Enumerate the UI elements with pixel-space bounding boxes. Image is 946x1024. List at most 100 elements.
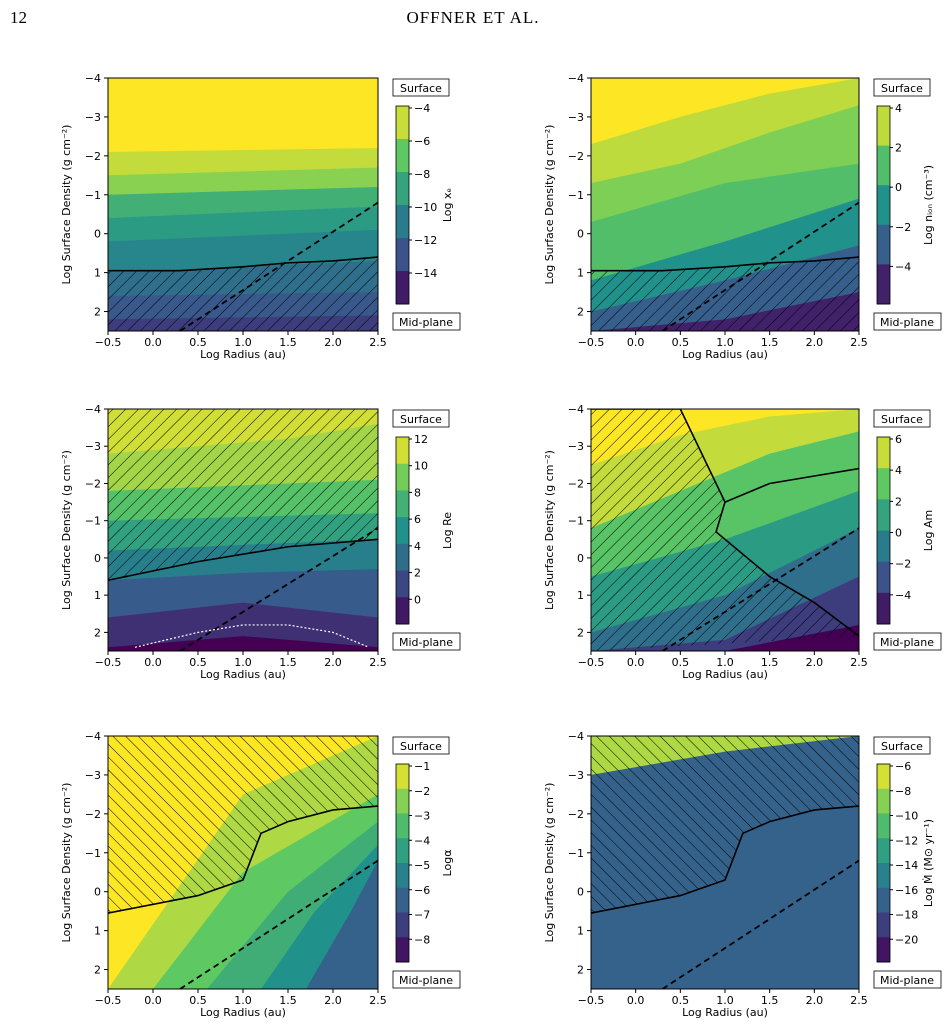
x-tick-label: 2.5 [369,994,387,1007]
colorbar-label: Log Re [441,512,454,549]
colorbar-tick-label: −7 [414,909,430,922]
x-tick-label: 2.0 [806,656,824,669]
colorbar-tick-label: 2 [895,495,902,508]
y-tick-label: 0 [577,886,584,899]
surface-label: Surface [392,736,450,755]
x-tick-label: −0.5 [95,994,122,1007]
colorbar-segment [877,437,890,469]
x-tick-label: 1.5 [279,656,297,669]
colorbar-tick-label: −4 [414,102,430,115]
running-head: OFFNER ET AL. [406,8,540,27]
colorbar-segment [877,912,890,938]
y-axis-label: Log Surface Density (g cm⁻²) [60,450,73,610]
colorbar-segment [396,490,409,518]
svg-text:Mid-plane: Mid-plane [880,636,934,649]
x-tick-label: 0.0 [627,656,645,669]
hatch-boundary [108,256,378,272]
colorbar-segment [396,106,409,140]
colorbar-tick-label: −10 [895,810,918,823]
y-tick-label: −2 [568,477,584,490]
y-tick-label: −3 [568,440,584,453]
colorbar-tick-label: 4 [414,540,421,553]
x-tick-label: 0.0 [144,336,162,349]
svg-text:Surface: Surface [881,413,923,426]
colorbar-label: Logα [441,850,454,877]
colorbar-segment [877,530,890,563]
x-tick-label: −0.5 [578,994,605,1007]
colorbar-segment [396,764,409,790]
surface-label: Surface [392,78,450,97]
x-tick-label: 1.0 [234,656,252,669]
y-axis-label: Log Surface Density (g cm⁻²) [543,783,556,943]
x-tick-label: 2.5 [850,336,868,349]
y-tick-label: 0 [94,886,101,899]
svg-text:Surface: Surface [400,740,442,753]
colorbar-segment [396,205,409,239]
x-tick-label: 1.0 [716,994,734,1007]
midplane-label: Mid-plane [392,312,461,331]
colorbar-segment [877,468,890,500]
dashed-line [661,859,859,989]
y-tick-label: −1 [568,515,584,528]
svg-text:Mid-plane: Mid-plane [399,316,453,329]
colorbar-tick-label: 10 [414,460,428,473]
x-tick-label: 2.0 [324,994,342,1007]
x-tick-label: 1.5 [761,336,779,349]
y-tick-label: −2 [568,808,584,821]
colorbar-frame [876,436,891,625]
colorbar-frame [395,763,410,963]
y-tick-label: 0 [577,552,584,565]
x-tick-label: −0.5 [95,656,122,669]
y-tick-label: 2 [94,626,101,639]
panel-nion: −0.5 0.0 0.5 1.0 1.5 2.0 2.5 −4 −3 −2 −1 0 1 2 Log Rad… [543,72,942,361]
hatched-region [108,736,378,914]
hatched-region [108,409,378,581]
x-axis-label: Log Radius (au) [682,348,768,361]
colorbar-segment [396,788,409,814]
x-tick-label: 1.0 [716,336,734,349]
svg-text:Mid-plane: Mid-plane [880,974,934,987]
colorbar-segment [877,863,890,889]
colorbar-segment [396,139,409,173]
colorbar-tick-label: 4 [895,464,902,477]
colorbar-tick-label: −8 [414,168,430,181]
x-tick-label: 0.5 [672,336,690,349]
x-tick-label: 1.5 [279,336,297,349]
colorbar-segment [396,437,409,465]
colorbar-tick-label: −14 [895,859,918,872]
colorbar-tick-label: −6 [895,760,911,773]
y-tick-label: −2 [85,150,101,163]
colorbar-tick-label: 0 [895,527,902,540]
colorbar-segment [396,838,409,864]
y-tick-label: 1 [577,589,584,602]
x-axis-label: Log Radius (au) [200,668,286,681]
colorbar-tick-label: −3 [414,810,430,823]
x-tick-label: 0.0 [144,656,162,669]
colorbar-tick-label: 0 [895,181,902,194]
y-tick-label: 2 [577,964,584,977]
y-tick-label: −4 [85,730,101,743]
colorbar-segment [877,145,890,186]
colorbar-segment [396,463,409,491]
colorbar-label: Log nᵢₒₙ (cm⁻³) [922,165,935,245]
colorbar-label: Log Am [922,510,935,551]
band-fill [591,624,859,651]
y-tick-label: −2 [85,808,101,821]
colorbar-frame [395,105,410,305]
y-tick-label: −3 [85,440,101,453]
y-axis-label: Log Surface Density (g cm⁻²) [60,125,73,285]
colorbar-segment [877,106,890,147]
hatched-region [591,257,859,331]
x-tick-label: 2.0 [324,336,342,349]
colorbar-tick-label: 4 [895,102,902,115]
y-tick-label: −4 [568,730,584,743]
x-tick-label: −0.5 [95,336,122,349]
colorbar-tick-label: −20 [895,933,918,946]
colorbar-tick-label: 6 [895,433,902,446]
hatch-boundary [724,467,859,503]
colorbar-tick-label: −6 [414,135,430,148]
y-tick-label: −3 [85,111,101,124]
